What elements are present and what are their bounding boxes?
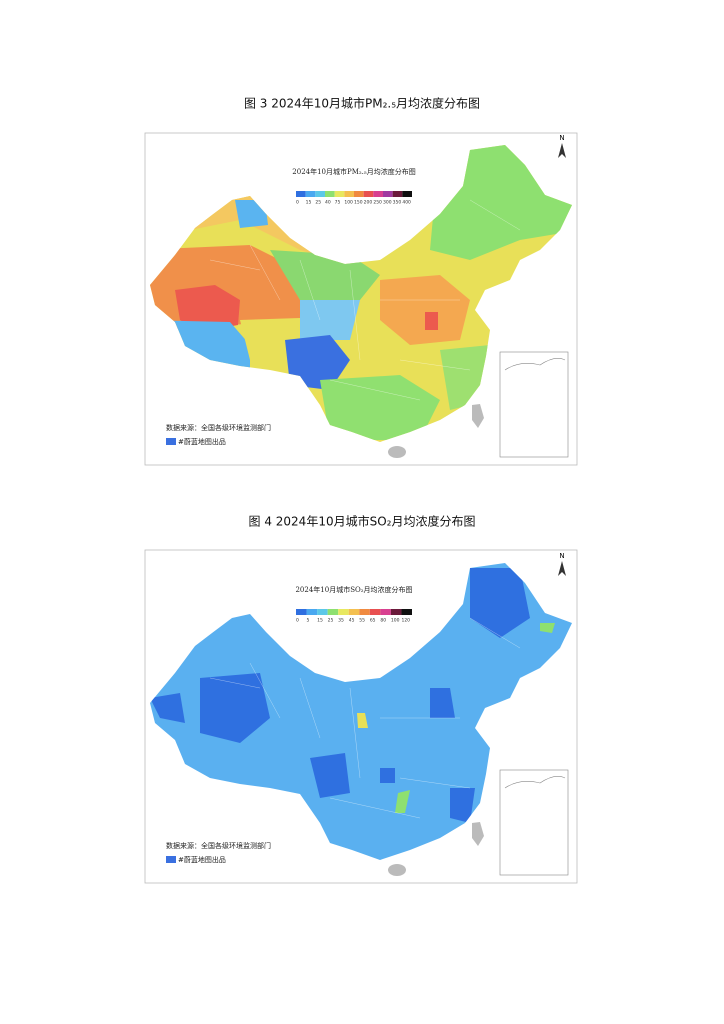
legend: 0 5 15 25 35 45 55 65 80 100 120 <box>296 609 412 624</box>
legend-label: 5 <box>307 618 310 624</box>
legend-swatch <box>315 191 325 197</box>
legend-swatch <box>325 191 335 197</box>
figure: 图 4 2024年10月城市SO₂月均浓度分布图 2024年10月城市SO₂月均… <box>144 514 578 884</box>
legend-label: 75 <box>335 200 341 206</box>
map-shape <box>430 688 455 718</box>
legend-swatch <box>392 191 403 197</box>
map-shape <box>175 285 240 332</box>
map-shape <box>380 768 395 783</box>
map-shape <box>166 438 176 445</box>
label: 2024年10月城市SO₂月均浓度分布图 <box>295 585 412 594</box>
legend: 0 15 25 40 75 100 150 200 250 300 350 400 <box>296 191 412 206</box>
legend-label: 300 <box>383 200 392 206</box>
map-shape <box>425 312 438 330</box>
legend-label: 25 <box>328 618 334 624</box>
map-shape <box>200 673 270 743</box>
legend-swatch <box>380 609 391 615</box>
legend-label: 25 <box>315 200 321 206</box>
legend-swatch <box>296 191 306 197</box>
legend-label: 15 <box>306 200 312 206</box>
legend-swatch <box>348 609 360 615</box>
map-shape <box>285 335 350 390</box>
label: N <box>559 134 564 142</box>
label: 图 3 2024年10月城市PM₂.₅月均浓度分布图 <box>244 96 480 111</box>
label: #蔚蓝地图出品 <box>178 855 226 864</box>
legend-label: 40 <box>325 200 331 206</box>
legend-label: 250 <box>373 200 382 206</box>
legend-swatch <box>296 609 307 615</box>
map-shape <box>499 769 569 876</box>
label: 数据来源：全国各级环境监测部门 <box>166 423 271 432</box>
legend-label: 0 <box>296 200 299 206</box>
legend-label: 15 <box>317 618 323 624</box>
legend-swatch <box>401 609 412 615</box>
legend-label: 100 <box>391 618 400 624</box>
legend-label: 120 <box>401 618 410 624</box>
legend-label: 55 <box>359 618 365 624</box>
legend-swatch <box>354 191 364 197</box>
legend-label: 350 <box>393 200 402 206</box>
legend-swatch <box>305 191 316 197</box>
map-shape <box>209 199 521 401</box>
legend-swatch <box>317 609 328 615</box>
legend-label: 35 <box>338 618 344 624</box>
legend-label: 65 <box>370 618 376 624</box>
map-shape <box>235 200 268 228</box>
map-shape <box>300 300 360 340</box>
map-shape <box>472 404 484 428</box>
legend-label: 150 <box>354 200 363 206</box>
label: 数据来源：全国各级环境监测部门 <box>166 841 271 850</box>
legend-swatch <box>390 609 402 615</box>
legend-label: 400 <box>402 200 411 206</box>
map-shape <box>558 561 566 576</box>
legend-swatch <box>369 609 381 615</box>
map-shape <box>150 693 185 723</box>
map-shape <box>209 617 521 819</box>
legend-label: 80 <box>380 618 386 624</box>
map-shape <box>357 713 368 728</box>
legend-label: 200 <box>364 200 373 206</box>
map-shape <box>310 753 350 798</box>
map-shape <box>320 375 440 440</box>
legend-swatch <box>327 609 339 615</box>
map-shape <box>388 864 406 876</box>
legend-swatch <box>344 191 354 197</box>
legend-swatch <box>373 191 383 197</box>
label: N <box>559 552 564 560</box>
figure: 图 3 2024年10月城市PM₂.₅月均浓度分布图 2024年10月城市PM₂… <box>144 96 578 466</box>
legend-swatch <box>306 609 318 615</box>
legend-label: 0 <box>296 618 299 624</box>
label: 图 4 2024年10月城市SO₂月均浓度分布图 <box>249 514 476 529</box>
map-shape <box>450 788 475 823</box>
map-shape <box>380 275 470 345</box>
legend-label: 100 <box>344 200 353 206</box>
map-shape <box>504 358 566 371</box>
map-shape <box>499 351 569 458</box>
map-shape <box>558 143 566 158</box>
map-shape <box>472 822 484 846</box>
map-shape <box>166 856 176 863</box>
map-shape <box>395 790 410 813</box>
legend-swatch <box>383 191 393 197</box>
legend-swatch <box>359 609 370 615</box>
map-shape <box>470 568 530 638</box>
map-shape <box>388 446 406 458</box>
label: #蔚蓝地图出品 <box>178 437 226 446</box>
legend-label: 45 <box>349 618 355 624</box>
map-shape <box>504 776 566 789</box>
label: 2024年10月城市PM₂.₅月均浓度分布图 <box>292 167 415 176</box>
legend-swatch <box>338 609 349 615</box>
legend-swatch <box>363 191 374 197</box>
map-shape <box>540 623 555 633</box>
legend-swatch <box>402 191 412 197</box>
legend-swatch <box>334 191 345 197</box>
